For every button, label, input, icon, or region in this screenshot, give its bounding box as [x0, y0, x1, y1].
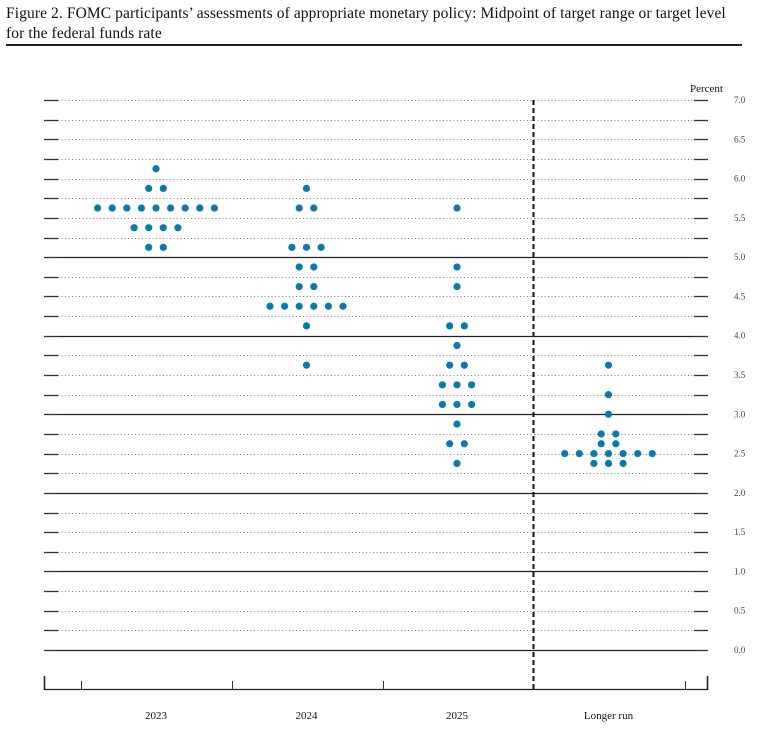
y-tick-label: 5.5: [734, 213, 746, 223]
participant-dot: [460, 440, 468, 448]
participant-dot: [295, 283, 303, 291]
participant-dot: [302, 322, 311, 330]
participant-dot: [619, 449, 627, 458]
x-category-label: 2025: [446, 710, 469, 722]
participant-dot: [446, 440, 454, 448]
participant-dot: [438, 381, 446, 389]
participant-dot: [288, 243, 296, 251]
x-category-label: 2023: [145, 710, 168, 722]
y-tick-label: 6.5: [734, 134, 746, 144]
participant-dot: [317, 243, 325, 251]
participant-dot: [152, 165, 160, 173]
participant-dot: [612, 430, 620, 438]
participant-dot: [597, 430, 605, 438]
participant-dot: [648, 449, 656, 458]
participant-dot: [604, 410, 613, 418]
x-axis-labels: 2023 2024 2025 Longer run: [145, 710, 634, 722]
participant-dot: [446, 361, 454, 369]
participant-dot: [108, 204, 116, 212]
participant-dot: [619, 459, 627, 467]
participant-dot: [167, 204, 175, 212]
x-category-label: 2024: [296, 710, 319, 722]
participant-dot: [604, 391, 613, 399]
participant-dot: [468, 400, 476, 409]
participant-dot: [604, 361, 613, 369]
participant-dot: [310, 263, 318, 271]
participant-dot: [438, 400, 446, 409]
participant-dot: [453, 420, 461, 428]
y-tick-label: 1.5: [734, 527, 746, 537]
participant-dot: [266, 302, 274, 310]
participant-dot: [604, 449, 613, 458]
participant-dot: [302, 361, 311, 369]
x-category-label: Longer run: [584, 710, 634, 722]
participant-dot: [159, 224, 167, 232]
participant-dot: [145, 224, 153, 232]
participant-dot: [468, 381, 476, 389]
y-tick-label: 6.0: [734, 174, 746, 184]
participant-dot: [302, 184, 311, 192]
y-tick-label: 0.0: [734, 645, 746, 655]
participant-dot: [453, 381, 461, 389]
y-tick-label: 2.0: [734, 488, 746, 498]
participant-dot: [145, 243, 153, 251]
y-tick-label: 5.0: [734, 252, 746, 262]
participant-dot: [612, 440, 620, 448]
participant-dot: [145, 184, 153, 192]
participant-dot: [575, 449, 583, 458]
participant-dot: [159, 184, 167, 192]
participant-dot: [324, 302, 332, 310]
participant-dot: [634, 449, 642, 458]
dots: [94, 165, 656, 467]
y-tick-label: 4.5: [734, 291, 746, 301]
participant-dot: [210, 204, 218, 212]
participant-dot: [295, 204, 303, 212]
participant-dot: [159, 243, 167, 251]
y-tick-label: 3.0: [734, 409, 746, 419]
participant-dot: [339, 302, 347, 310]
participant-dot: [453, 204, 461, 212]
participant-dot: [590, 459, 598, 467]
participant-dot: [281, 302, 289, 310]
participant-dot: [446, 322, 454, 330]
participant-dot: [590, 449, 598, 458]
participant-dot: [137, 204, 145, 212]
y-tick-label: 4.0: [734, 331, 746, 341]
participant-dot: [604, 459, 613, 467]
participant-dot: [460, 361, 468, 369]
participant-dot: [453, 283, 461, 291]
y-tick-label: 0.5: [734, 606, 746, 616]
y-tick-label: 2.5: [734, 449, 746, 459]
participant-dot: [94, 204, 102, 212]
participant-dot: [561, 449, 569, 458]
participant-dot: [295, 263, 303, 271]
participant-dot: [453, 400, 461, 409]
participant-dot: [152, 204, 160, 212]
figure-title: Figure 2. FOMC participants’ assessments…: [6, 5, 726, 42]
participant-dot: [310, 204, 318, 212]
participant-dot: [310, 302, 318, 310]
y-axis-unit-label: Percent: [690, 83, 723, 95]
participant-dot: [174, 224, 182, 232]
participant-dot: [130, 224, 138, 232]
participant-dot: [453, 459, 461, 467]
y-tick-label: 1.0: [734, 566, 746, 576]
participant-dot: [302, 243, 311, 251]
gridlines: [44, 99, 708, 652]
participant-dot: [453, 341, 461, 350]
participant-dot: [453, 263, 461, 271]
y-tick-label: 3.5: [734, 370, 746, 380]
title-rule: [6, 44, 742, 46]
y-tick-label: 7.0: [734, 95, 746, 105]
participant-dot: [310, 283, 318, 291]
participant-dot: [196, 204, 204, 212]
y-axis-labels: 7.0 6.5 6.0 5.5 5.0 4.5 4.0 3.5 3.0 2.5 2.0 1.5 1.0 0…: [734, 95, 746, 655]
x-axis: [43, 676, 709, 691]
participant-dot: [123, 204, 131, 212]
participant-dot: [460, 322, 468, 330]
participant-dot: [295, 302, 303, 310]
participant-dot: [597, 440, 605, 448]
participant-dot: [181, 204, 189, 212]
